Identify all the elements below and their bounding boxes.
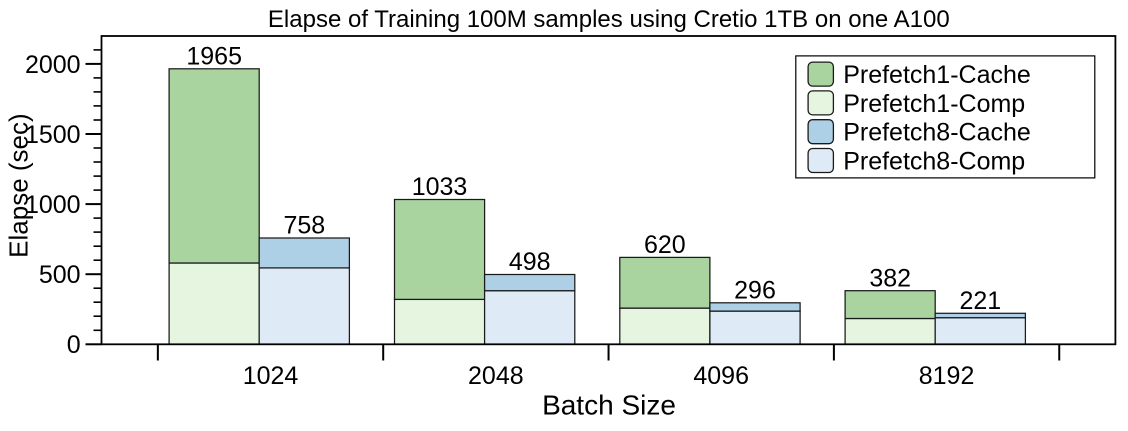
svg-text:498: 498 — [509, 248, 551, 276]
svg-text:Elapse of Training 100M sample: Elapse of Training 100M samples using Cr… — [268, 6, 950, 33]
svg-text:Prefetch8-Cache: Prefetch8-Cache — [843, 119, 1031, 147]
svg-text:296: 296 — [734, 276, 776, 304]
svg-text:2048: 2048 — [468, 362, 524, 390]
svg-text:620: 620 — [644, 231, 686, 259]
svg-text:Prefetch8-Comp: Prefetch8-Comp — [843, 148, 1025, 176]
svg-text:8192: 8192 — [919, 362, 975, 390]
svg-text:Elapse (sec): Elapse (sec) — [4, 113, 34, 258]
svg-text:1965: 1965 — [186, 42, 242, 70]
svg-text:221: 221 — [959, 287, 1001, 315]
svg-text:758: 758 — [283, 212, 325, 240]
svg-text:2000: 2000 — [25, 51, 81, 79]
svg-text:1024: 1024 — [243, 362, 299, 390]
svg-text:Prefetch1-Comp: Prefetch1-Comp — [843, 90, 1025, 118]
svg-text:4096: 4096 — [693, 362, 749, 390]
svg-text:1500: 1500 — [25, 121, 81, 149]
svg-text:0: 0 — [67, 331, 81, 359]
svg-text:1033: 1033 — [412, 173, 468, 201]
svg-text:1000: 1000 — [25, 191, 81, 219]
svg-text:Batch Size: Batch Size — [542, 390, 676, 421]
svg-text:382: 382 — [869, 264, 911, 292]
svg-text:500: 500 — [39, 261, 81, 289]
svg-text:Prefetch1-Cache: Prefetch1-Cache — [843, 61, 1031, 89]
